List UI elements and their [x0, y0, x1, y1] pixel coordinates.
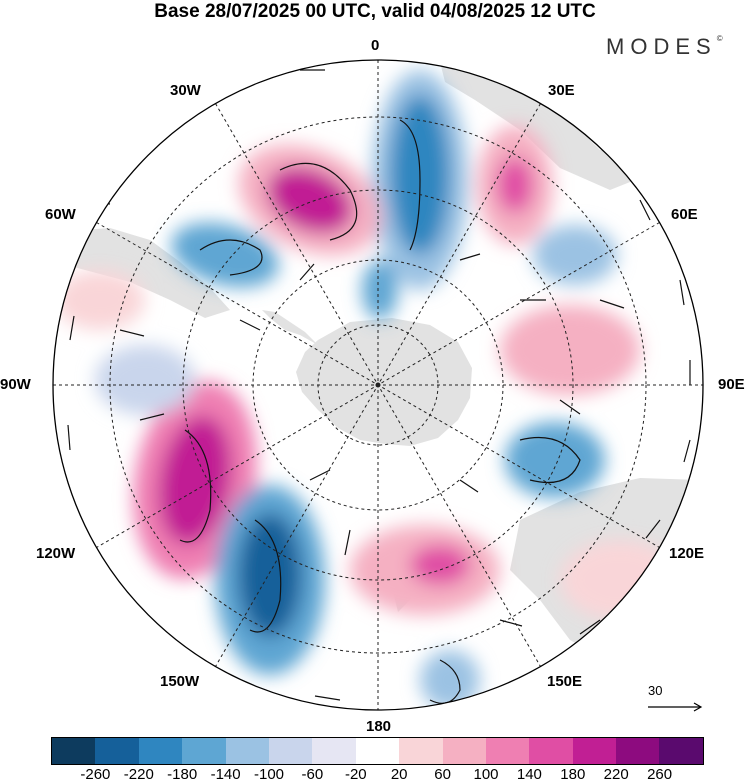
anomaly-positive-140e: [560, 540, 680, 620]
colorbar-tick--60: -60: [301, 766, 324, 783]
colorbar-tick-140: 140: [516, 766, 542, 783]
streamline: [279, 162, 358, 241]
map-title: Base 28/07/2025 00 UTC, valid 04/08/2025…: [154, 1, 596, 22]
streamline: [199, 239, 263, 276]
brand-copyright-mark: ©: [716, 34, 723, 43]
colorbar-tick--180: -180: [167, 766, 198, 783]
lon-label-60w: 60W: [45, 206, 76, 223]
colorbar-tick--140: -140: [210, 766, 241, 783]
south-pole-marker: [375, 382, 381, 388]
colorbar-swatch-9: [442, 738, 486, 764]
colorbar-swatch-13: [616, 738, 660, 764]
anomaly-negative-150w-core: [238, 513, 302, 637]
anomaly-positive-75w: [55, 270, 145, 330]
streamline: [249, 519, 282, 633]
vector-scale-label: 30: [648, 683, 663, 698]
streamline: [179, 429, 212, 543]
vector-arrows-inner: [119, 253, 625, 627]
brand-name: MODES: [606, 34, 717, 59]
lon-label-0: 0: [371, 37, 380, 54]
latitude-circle: [182, 189, 574, 581]
anomaly-positive-30e-core: [497, 157, 533, 213]
map-boundary: [52, 59, 704, 711]
anomaly-negative-90w: [95, 345, 195, 415]
colorbar-swatch-0: [52, 738, 96, 764]
lon-label-90e: 90E: [718, 376, 745, 393]
streamline: [429, 659, 461, 704]
anomaly-positive-180-core: [410, 545, 470, 585]
anomaly-positive-30w-core: [267, 166, 353, 234]
colorbar-tick-220: 220: [603, 766, 629, 783]
lon-label-30w: 30W: [170, 82, 201, 99]
colorbar-swatch-14: [659, 738, 703, 764]
colorbar-swatch-10: [485, 738, 530, 764]
lon-label-120w: 120W: [36, 545, 76, 562]
lon-label-150w: 150W: [160, 673, 200, 690]
anomaly-negative-near-pole: [362, 260, 398, 320]
colorbar-tick-260: 260: [647, 766, 673, 783]
colorbar-tick-20: 20: [390, 766, 408, 783]
colorbar-swatch-6: [312, 738, 356, 764]
lon-label-30e: 30E: [548, 82, 575, 99]
colorbar-swatch-7: [355, 738, 400, 764]
map-disc: [53, 60, 703, 710]
colorbar-swatch-4: [225, 738, 269, 764]
colorbar-tick-labels: -260 -220 -180 -140 -100 -60 -20 20 60 100 140 180 2…: [0, 766, 750, 783]
lon-label-120e: 120E: [669, 545, 705, 562]
colorbar-swatch-12: [572, 738, 617, 764]
lon-label-150e: 150E: [547, 673, 583, 690]
colorbar-swatch-5: [268, 738, 313, 764]
anomaly-negative-60w: [171, 222, 279, 288]
antarctic-peninsula: [262, 310, 318, 345]
colorbar-swatch-11: [529, 738, 573, 764]
lon-label-180: 180: [366, 718, 392, 735]
colorbar-tick--220: -220: [123, 766, 154, 783]
colorbar: [51, 737, 704, 765]
colorbar-swatch-8: [399, 738, 443, 764]
colorbar-swatch-2: [138, 738, 183, 764]
streamline: [399, 119, 421, 251]
modes-logo: MODES©: [606, 34, 723, 60]
polar-map: [52, 59, 704, 712]
south-america: [55, 228, 230, 318]
colorbar-tick-100: 100: [473, 766, 499, 783]
anomaly-negative-120e: [505, 422, 605, 498]
colorbar-tick--260: -260: [80, 766, 111, 783]
colorbar-tick--20: -20: [344, 766, 367, 783]
colorbar-swatch-3: [182, 738, 226, 764]
lon-label-60e: 60E: [671, 206, 698, 223]
colorbar-tick-60: 60: [434, 766, 451, 783]
lon-label-90w: 90W: [0, 376, 31, 393]
anomaly-negative-60e: [533, 225, 617, 285]
colorbar-tick-180: 180: [560, 766, 586, 783]
colorbar-tick--100: -100: [253, 766, 285, 783]
anomaly-positive-120w-core: [158, 415, 232, 545]
anomaly-negative-150e: [420, 650, 480, 710]
vector-scale-arrow: [648, 702, 703, 712]
colorbar-swatch-1: [95, 738, 139, 764]
africa: [440, 60, 660, 190]
streamline: [519, 436, 581, 484]
